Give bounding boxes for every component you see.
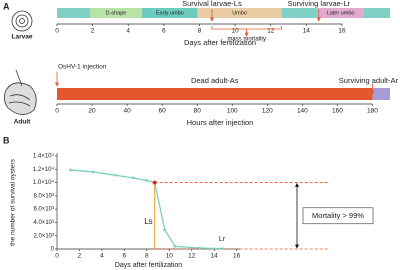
y-axis-title: the number of survival oysters bbox=[10, 158, 17, 245]
larvae-icon bbox=[11, 10, 33, 32]
x-tick-label: 8 bbox=[145, 253, 149, 260]
x-tick-label: 16 bbox=[233, 253, 241, 260]
y-tick-label: 1.2×10⁴ bbox=[33, 166, 55, 173]
segment-label: Early umbo bbox=[156, 10, 184, 16]
x-tick-label: 160 bbox=[332, 108, 343, 115]
x-axis-title: Days after fertilization bbox=[115, 262, 182, 269]
timeline-segment bbox=[317, 8, 364, 18]
segment-label: Later umbo bbox=[327, 10, 355, 16]
y-tick-label: 1.4×10⁴ bbox=[33, 153, 55, 160]
x-tick-label: 20 bbox=[88, 108, 96, 115]
annotation: mass mortality bbox=[227, 37, 266, 43]
x-tick-label: 2 bbox=[78, 253, 82, 260]
x-tick-label: 10 bbox=[166, 253, 174, 260]
x-tick-label: 100 bbox=[227, 108, 238, 115]
x-tick-label: 80 bbox=[194, 108, 202, 115]
data-point bbox=[173, 244, 177, 248]
y-tick-label: 4.0×10³ bbox=[33, 220, 54, 226]
annotation: Surviving adult-Ar bbox=[339, 76, 399, 85]
timeline-segment bbox=[57, 88, 373, 100]
segment-label: Umbo bbox=[232, 10, 247, 16]
adult-icon bbox=[4, 69, 37, 115]
annotation: Mortality > 99% bbox=[312, 211, 364, 220]
y-tick-label: 6.0×10³ bbox=[33, 207, 54, 213]
annotation: Ls bbox=[144, 217, 152, 226]
y-tick-label: 2.0×10³ bbox=[33, 233, 54, 239]
timeline-segment bbox=[57, 8, 90, 18]
timeline-segment bbox=[363, 8, 390, 18]
label-box bbox=[302, 207, 374, 225]
x-tick-label: 0 bbox=[55, 108, 59, 115]
data-point bbox=[145, 179, 149, 182]
annotation: Lr bbox=[219, 236, 226, 243]
timeline-segment bbox=[197, 8, 282, 18]
segment-label: D-shape bbox=[106, 10, 127, 16]
data-point bbox=[131, 176, 135, 180]
x-tick-label: 4 bbox=[100, 253, 104, 260]
y-tick-label: 1.0×10⁴ bbox=[33, 179, 55, 186]
x-tick-label: 14 bbox=[211, 253, 219, 260]
panel-label: B bbox=[3, 135, 10, 145]
y-tick-label: 0 bbox=[51, 247, 55, 253]
y-tick-label: 8.0×10³ bbox=[33, 193, 54, 199]
x-tick-label: 16 bbox=[338, 28, 346, 35]
annotation: OsHV-1 injection bbox=[58, 64, 107, 71]
annotation: Surviving larvae-Lr bbox=[288, 0, 351, 8]
x-tick-label: 10 bbox=[231, 28, 239, 35]
larvae-label: Larvae bbox=[12, 34, 33, 41]
panel-label: A bbox=[3, 1, 10, 11]
annotation: Dead adult-As bbox=[191, 76, 239, 85]
x-axis-title: Days after fertilization bbox=[184, 38, 256, 47]
data-point bbox=[220, 247, 224, 251]
x-tick-label: 6 bbox=[123, 253, 127, 260]
x-axis-title: Hours after injection bbox=[187, 118, 254, 127]
x-tick-label: 12 bbox=[188, 253, 196, 260]
data-point bbox=[69, 168, 72, 172]
series-line bbox=[70, 169, 223, 250]
x-tick-label: 180 bbox=[367, 108, 378, 115]
timeline-segment bbox=[89, 8, 142, 18]
annotation: Survival larvae-Ls bbox=[182, 0, 242, 8]
x-tick-label: 120 bbox=[262, 108, 273, 115]
x-tick-label: 4 bbox=[126, 28, 130, 35]
x-tick-label: 40 bbox=[123, 108, 131, 115]
x-tick-label: 0 bbox=[55, 28, 59, 35]
data-point bbox=[163, 228, 167, 232]
x-tick-label: 12 bbox=[267, 28, 275, 35]
x-tick-label: 14 bbox=[303, 28, 311, 35]
data-point bbox=[91, 170, 95, 174]
data-point bbox=[198, 246, 201, 250]
x-tick-label: 6 bbox=[162, 28, 166, 35]
x-tick-label: 0 bbox=[55, 253, 59, 260]
data-point bbox=[113, 173, 117, 177]
x-tick-label: 2 bbox=[91, 28, 95, 35]
adult-label: Adult bbox=[14, 119, 31, 126]
x-tick-label: 140 bbox=[297, 108, 308, 115]
x-tick-label: 8 bbox=[198, 28, 202, 35]
timeline-segment bbox=[281, 8, 318, 18]
timeline-segment bbox=[141, 8, 198, 18]
data-point bbox=[152, 180, 157, 185]
x-tick-label: 60 bbox=[159, 108, 167, 115]
timeline-segment bbox=[372, 88, 390, 100]
